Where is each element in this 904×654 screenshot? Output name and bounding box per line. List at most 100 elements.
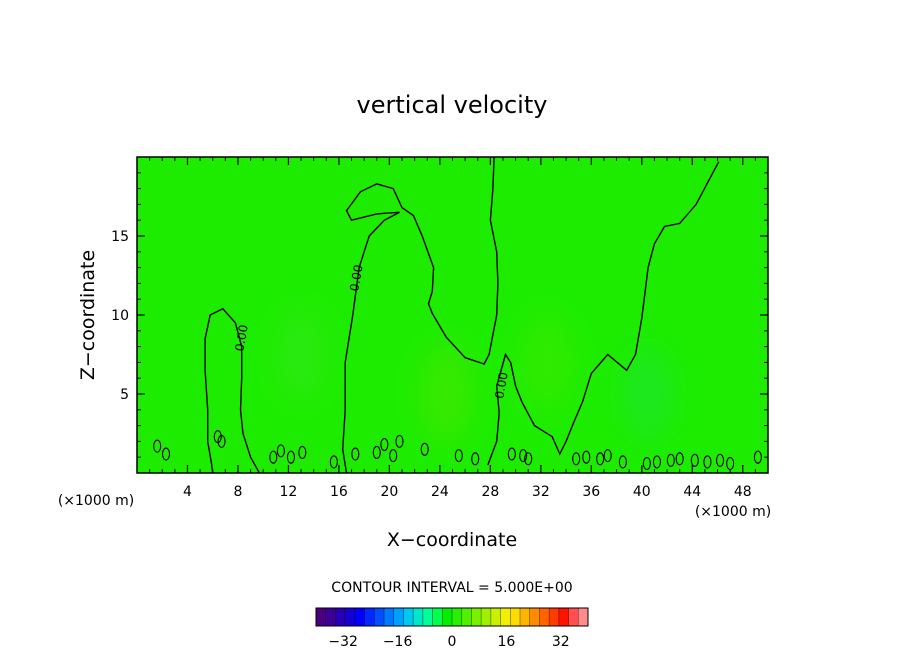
colorbar-swatch-26 (568, 608, 579, 626)
contour-loop-20 (572, 452, 581, 466)
contour-label-1: 0.00 (347, 264, 365, 293)
contour-loop-7 (298, 445, 307, 460)
colorbar-ticks: −32 −16 0 16 32 (328, 634, 569, 650)
x-tick-label-24: 24 (431, 484, 449, 500)
colorbar-swatch-24 (549, 608, 560, 626)
contour-loop-14 (420, 442, 429, 456)
contour-loop-12 (389, 449, 398, 463)
colorbar-swatch-13 (442, 608, 453, 626)
x-tick-label-28: 28 (481, 484, 499, 500)
contour-loop-27 (666, 453, 675, 467)
colorbar-swatch-18 (490, 608, 501, 626)
contour-loop-16 (471, 452, 480, 466)
colorbar-swatch-7 (384, 608, 395, 626)
contour-loop-29 (690, 453, 699, 467)
y-tick-label-15: 15 (111, 229, 129, 245)
colorbar-swatch-6 (374, 608, 385, 626)
contour-loop-22 (596, 452, 605, 466)
x-tick-label-36: 36 (582, 484, 600, 500)
small-contour-loops (153, 430, 762, 471)
colorbar-swatch-2 (335, 608, 346, 626)
contour-loop-9 (351, 447, 360, 461)
colorbar-swatch-22 (529, 608, 540, 626)
contour-label-2: 0.00 (492, 371, 510, 400)
contour-loop-8 (329, 455, 338, 469)
colorbar-tick-label-2: 0 (448, 634, 457, 650)
chart-title: vertical velocity (357, 91, 548, 119)
contour-loop-30 (703, 455, 712, 469)
y-tick-label-5: 5 (120, 387, 129, 403)
contour-interval-label: CONTOUR INTERVAL = 5.000E+00 (331, 580, 572, 596)
x-tick-label-16: 16 (330, 484, 348, 500)
colorbar-tick-label-4: 32 (552, 634, 570, 650)
velocity-anomaly-2 (521, 314, 574, 411)
zero-contours (204, 157, 720, 473)
colorbar-swatch-19 (500, 608, 511, 626)
contour-loop-26 (652, 455, 661, 469)
x-tick-label-48: 48 (734, 484, 752, 500)
colorbar-swatch-25 (558, 608, 569, 626)
x-axis-unit: (×1000 m) (695, 504, 771, 520)
x-axis-label: X−coordinate (387, 529, 517, 551)
contour-loop-0 (153, 439, 162, 453)
velocity-anomaly-3 (622, 346, 675, 442)
colorbar-swatch-17 (481, 608, 492, 626)
colorbar-tick-label-1: −16 (383, 634, 413, 650)
contour-labels: 0.00 0.00 0.00 (232, 264, 510, 400)
x-tick-label-4: 4 (183, 484, 192, 500)
x-origin-unit: (×1000 m) (58, 493, 134, 509)
x-tick-label-8: 8 (233, 484, 242, 500)
zero-contour-line-1 (341, 157, 499, 473)
colorbar-swatch-11 (422, 608, 433, 626)
colorbar-swatch-4 (354, 608, 365, 626)
colorbar-swatch-27 (578, 608, 589, 626)
contour-loop-10 (372, 445, 381, 460)
colorbar-swatch-5 (364, 608, 375, 626)
colorbar (316, 608, 589, 626)
colorbar-swatch-14 (452, 608, 463, 626)
contour-loop-5 (276, 444, 285, 458)
velocity-anomaly-0 (275, 306, 328, 403)
zero-contour-line-0 (204, 307, 261, 473)
colorbar-swatch-12 (432, 608, 443, 626)
contour-loop-25 (642, 456, 651, 471)
contour-loop-15 (454, 449, 463, 463)
colorbar-swatch-23 (539, 608, 550, 626)
velocity-anomaly-1 (420, 346, 473, 442)
contour-loop-31 (715, 453, 725, 467)
colorbar-tick-label-3: 16 (497, 634, 515, 650)
colorbar-swatch-0 (316, 608, 327, 626)
x-tick-label-12: 12 (280, 484, 298, 500)
contour-loop-19 (524, 452, 533, 466)
y-axis-label: Z−coordinate (77, 250, 99, 380)
colorbar-swatch-1 (325, 608, 336, 626)
zero-contour-line-2 (487, 161, 720, 466)
contour-loop-21 (582, 450, 591, 464)
contour-loop-17 (507, 447, 516, 461)
contour-loop-23 (603, 449, 612, 463)
contour-loop-1 (161, 447, 171, 461)
contour-loop-6 (286, 450, 296, 464)
velocity-anomalies (275, 306, 675, 442)
colorbar-swatch-3 (345, 608, 356, 626)
y-tick-label-10: 10 (111, 308, 129, 324)
colorbar-swatch-9 (403, 608, 414, 626)
colorbar-swatch-15 (461, 608, 472, 626)
colorbar-frame (315, 607, 589, 627)
colorbar-swatch-10 (413, 608, 424, 626)
contour-loop-24 (618, 455, 627, 469)
x-axis-ticks: 4 8 12 16 20 24 28 32 36 40 44 48 (149, 157, 756, 500)
colorbar-swatch-8 (393, 608, 404, 626)
x-tick-label-32: 32 (532, 484, 550, 500)
x-tick-label-40: 40 (633, 484, 651, 500)
contour-label-0: 0.00 (232, 324, 250, 353)
x-tick-label-20: 20 (380, 484, 398, 500)
contour-loop-13 (395, 434, 404, 448)
contour-loop-3 (217, 434, 226, 448)
colorbar-swatch-21 (520, 608, 531, 626)
contour-loop-18 (519, 449, 528, 463)
colorbar-swatch-20 (510, 608, 521, 626)
contour-loop-4 (269, 450, 278, 464)
contour-loop-33 (753, 450, 762, 464)
